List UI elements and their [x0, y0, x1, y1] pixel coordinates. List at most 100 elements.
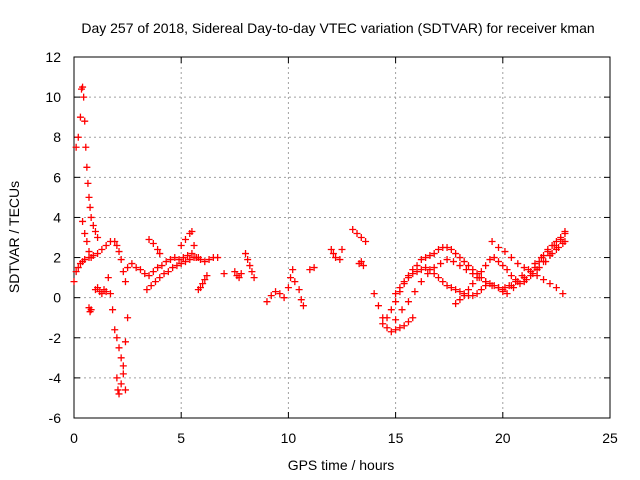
- data-point: [201, 258, 209, 266]
- data-point: [164, 268, 172, 276]
- data-point: [188, 250, 196, 258]
- data-point: [501, 284, 509, 292]
- data-point: [128, 260, 136, 268]
- data-point: [192, 254, 200, 262]
- data-point: [437, 260, 445, 268]
- data-point: [552, 238, 560, 246]
- y-tick-label: -6: [49, 410, 62, 426]
- data-point: [392, 326, 400, 334]
- data-point: [430, 270, 438, 278]
- axis-ticks: [73, 56, 611, 419]
- data-point: [469, 280, 477, 288]
- data-point: [495, 284, 503, 292]
- data-point: [392, 290, 400, 298]
- data-point: [289, 266, 297, 274]
- data-point: [263, 298, 271, 306]
- x-tick-label: 20: [495, 430, 511, 446]
- data-point: [392, 298, 400, 306]
- y-tick-label: 12: [45, 49, 61, 65]
- data-point: [87, 213, 95, 221]
- data-point: [246, 262, 254, 270]
- data-point: [488, 282, 496, 290]
- data-point: [87, 306, 95, 314]
- data-point: [143, 286, 151, 294]
- data-point: [473, 274, 481, 282]
- data-point: [443, 282, 451, 290]
- data-point: [196, 284, 204, 292]
- series-arc-p: [284, 266, 307, 310]
- data-point: [86, 203, 94, 211]
- data-point: [557, 234, 565, 241]
- data-point: [94, 284, 102, 292]
- data-point: [482, 262, 490, 270]
- data-point: [452, 300, 460, 308]
- data-point: [507, 254, 515, 262]
- data-point: [417, 278, 425, 286]
- data-point: [501, 248, 509, 256]
- data-point: [113, 242, 121, 250]
- data-point: [154, 246, 162, 254]
- data-point: [336, 256, 344, 264]
- data-point: [387, 328, 395, 336]
- data-point: [74, 264, 82, 272]
- data-point: [398, 306, 406, 314]
- data-point: [469, 270, 477, 278]
- series-arc-b: [72, 83, 102, 241]
- data-point: [113, 374, 121, 382]
- x-tick-label: 5: [177, 430, 185, 446]
- data-point: [477, 268, 485, 276]
- x-tick-label: 15: [388, 430, 404, 446]
- data-point: [91, 227, 99, 235]
- data-point: [464, 286, 472, 294]
- data-point: [353, 229, 361, 237]
- series-arc-c: [79, 217, 95, 262]
- data-point: [98, 246, 106, 254]
- data-point: [166, 256, 174, 264]
- series-arc-g: [113, 314, 132, 398]
- data-point: [417, 266, 425, 274]
- data-point: [295, 286, 303, 294]
- data-point: [559, 240, 567, 248]
- data-point: [535, 258, 543, 266]
- data-point: [111, 238, 119, 246]
- data-point: [460, 258, 468, 266]
- data-point: [248, 268, 256, 276]
- series-arc-aa: [499, 229, 569, 296]
- data-point: [434, 274, 442, 282]
- data-point: [72, 268, 80, 276]
- data-point: [413, 268, 421, 276]
- data-point: [72, 143, 80, 151]
- data-point: [417, 256, 425, 264]
- data-point: [469, 292, 477, 300]
- y-tick-label: 6: [53, 169, 61, 185]
- data-point: [490, 254, 498, 262]
- data-point: [452, 250, 460, 258]
- data-point: [158, 262, 166, 270]
- series-arc-a: [70, 238, 129, 286]
- data-point: [512, 276, 520, 284]
- data-point: [488, 238, 496, 246]
- data-point: [527, 272, 535, 280]
- data-point: [124, 264, 132, 272]
- data-point: [329, 250, 337, 258]
- data-point: [115, 248, 123, 256]
- data-point: [409, 314, 417, 322]
- data-point: [147, 282, 155, 290]
- data-point: [499, 288, 507, 296]
- data-point: [85, 193, 93, 201]
- data-point: [561, 227, 569, 235]
- y-tick-label: 10: [45, 89, 61, 105]
- data-point: [456, 254, 464, 262]
- data-point: [82, 143, 90, 151]
- data-point: [83, 163, 91, 171]
- data-point: [81, 229, 89, 237]
- data-point: [409, 270, 417, 278]
- data-point: [510, 284, 518, 292]
- series-arc-r: [327, 246, 346, 264]
- x-tick-label: 0: [70, 430, 78, 446]
- data-point: [327, 246, 335, 254]
- data-point: [546, 252, 554, 260]
- data-point: [160, 270, 168, 278]
- data-point: [460, 292, 468, 300]
- x-tick-label: 25: [602, 430, 618, 446]
